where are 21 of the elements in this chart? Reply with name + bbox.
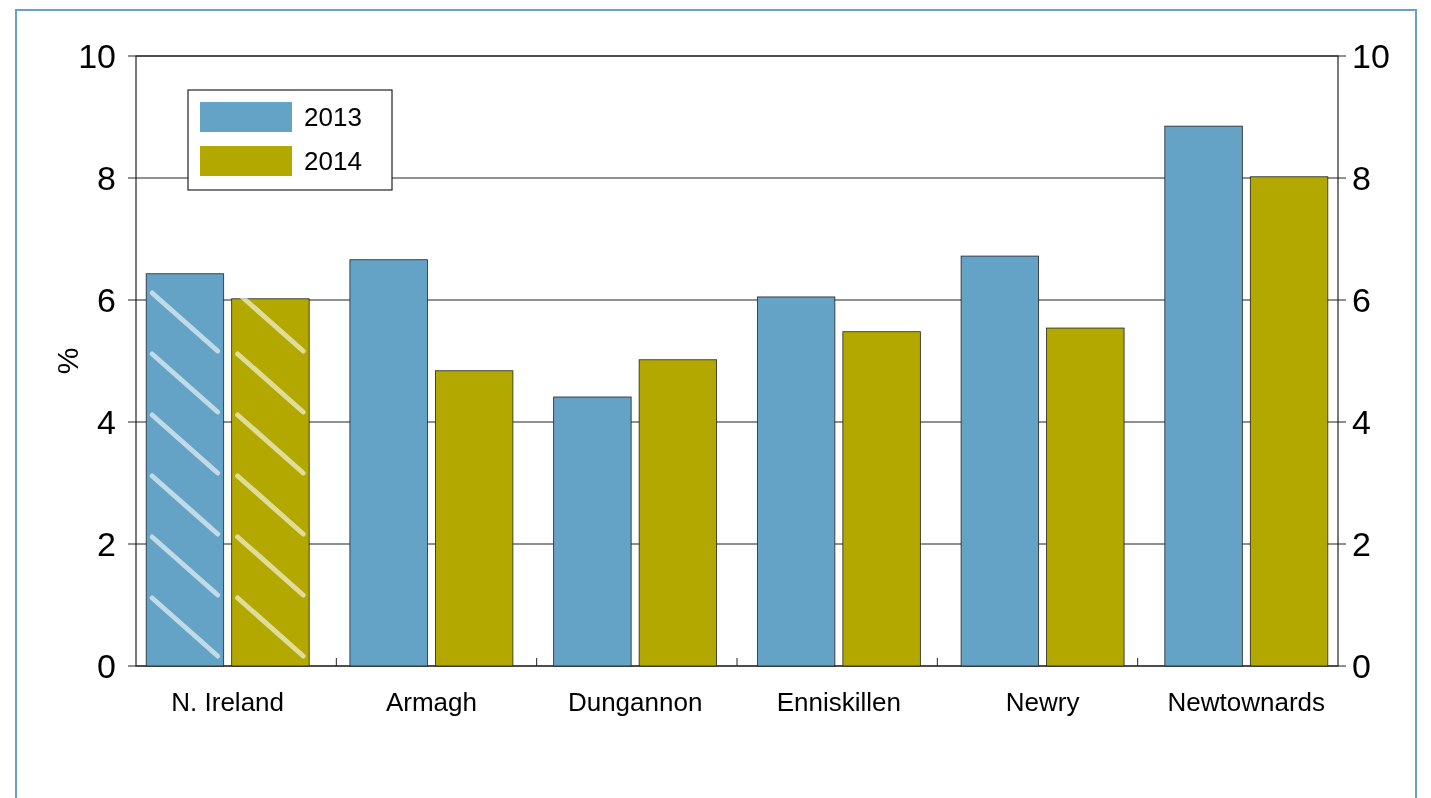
x-tick-label: Newtownards	[1167, 687, 1326, 717]
x-tick-label: Enniskillen	[776, 687, 902, 717]
x-tick-label: Dungannon	[567, 687, 703, 717]
y2-tick-label: 10	[1352, 36, 1390, 75]
y-tick-label: 2	[97, 524, 116, 563]
y-tick-label: 0	[97, 646, 116, 685]
y-axis-title: %	[51, 347, 84, 375]
y-tick-label: 6	[97, 280, 116, 319]
x-tick-label: N. Ireland	[171, 687, 285, 717]
legend-label: 2014	[304, 146, 362, 177]
y2-tick-label: 4	[1352, 402, 1371, 441]
y2-tick-label: 0	[1352, 646, 1371, 685]
y-tick-label: 8	[97, 158, 116, 197]
y2-tick-label: 6	[1352, 280, 1371, 319]
legend-label: 2013	[304, 102, 362, 133]
x-tick-label: Armagh	[385, 687, 477, 717]
y-tick-label: 10	[78, 36, 116, 75]
y2-tick-label: 8	[1352, 158, 1371, 197]
y-tick-label: 4	[97, 402, 116, 441]
y2-tick-label: 2	[1352, 524, 1371, 563]
x-tick-label: Newry	[1005, 687, 1080, 717]
